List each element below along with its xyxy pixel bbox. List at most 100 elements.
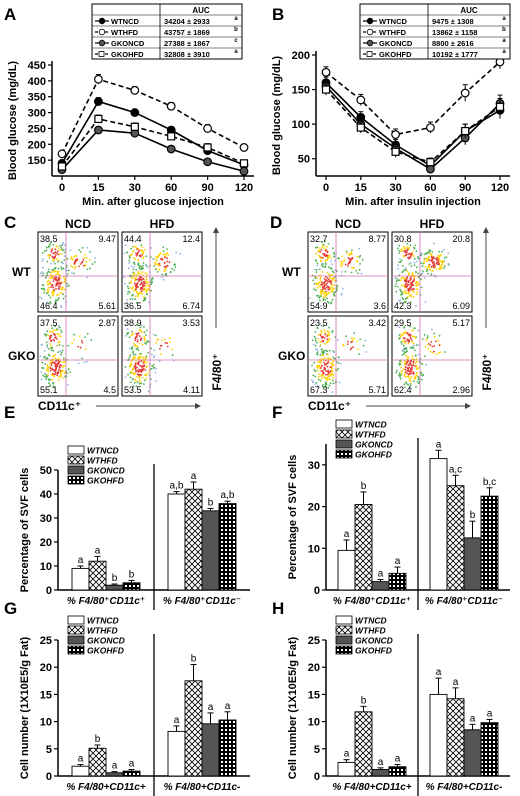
flow-event-dot <box>63 372 66 375</box>
flow-event-dot <box>341 287 344 290</box>
flow-event-dot <box>129 365 132 368</box>
flow-event-dot <box>314 370 317 373</box>
flow-event-dot <box>63 251 66 254</box>
flow-event-dot <box>54 325 57 328</box>
flow-event-dot <box>136 375 139 378</box>
flow-event-dot <box>130 371 133 373</box>
flow-event-dot <box>403 269 406 272</box>
bar-wthfd <box>184 680 203 777</box>
flow-event-dot <box>408 363 411 365</box>
flow-event-dot <box>140 244 143 247</box>
flow-event-dot <box>135 370 137 373</box>
flow-event-dot <box>426 269 429 271</box>
flow-event-dot <box>137 295 140 298</box>
bar-gkoncd <box>105 772 124 777</box>
flow-event-dot <box>357 272 359 275</box>
quadrant-ur-value: 9.47 <box>98 234 116 244</box>
flow-event-dot <box>442 248 445 251</box>
flow-event-dot <box>438 351 441 354</box>
series-line-wthfd <box>61 78 245 155</box>
flow-event-dot <box>322 325 325 328</box>
flow-event-dot <box>63 276 65 279</box>
flow-event-dot <box>140 290 143 292</box>
bar-gkoncd <box>463 537 482 591</box>
y-tick-label: 5 <box>46 744 52 756</box>
flow-event-dot <box>399 299 402 302</box>
flow-event-dot <box>406 332 409 334</box>
data-point-gkohfd <box>495 102 505 111</box>
legend-marker <box>98 17 106 25</box>
flow-event-dot <box>322 297 325 300</box>
y-tick-label: 400 <box>28 76 46 88</box>
flow-event-dot <box>139 339 142 342</box>
flow-event-dot <box>56 250 59 253</box>
flow-event-dot <box>406 246 408 249</box>
flow-event-dot <box>346 252 348 255</box>
flow-event-dot <box>42 374 44 377</box>
flow-event-dot <box>159 252 162 254</box>
flow-event-dot <box>158 268 161 271</box>
flow-event-dot <box>125 335 127 337</box>
flow-event-dot <box>67 368 70 371</box>
flow-event-dot <box>325 286 328 289</box>
flow-event-dot <box>404 340 407 343</box>
flow-event-dot <box>403 351 406 353</box>
flow-event-dot <box>44 373 46 375</box>
flow-event-dot <box>430 341 433 343</box>
flow-event-dot <box>124 282 126 285</box>
flow-event-dot <box>146 329 148 332</box>
flow-event-dot <box>141 293 144 296</box>
bar-wthfd <box>446 485 465 591</box>
flow-event-dot <box>344 270 347 273</box>
flow-event-dot <box>326 376 329 379</box>
flow-event-dot <box>403 245 405 248</box>
y-axis-label: Blood glucose (mg/dL) <box>7 61 19 180</box>
flow-event-dot <box>41 361 44 364</box>
flow-event-dot <box>326 340 329 343</box>
flow-event-dot <box>428 263 431 266</box>
flow-event-dot <box>325 373 327 376</box>
significance-letter: a <box>344 529 350 540</box>
flow-event-dot <box>144 374 146 377</box>
flow-event-dot <box>60 246 62 249</box>
flow-event-dot <box>135 284 138 286</box>
quadrant-ur-value: 5.17 <box>452 318 470 328</box>
flow-event-dot <box>89 250 91 253</box>
bar-wtncd <box>71 567 90 591</box>
flow-event-dot <box>323 284 326 287</box>
flow-event-dot <box>133 272 136 275</box>
flow-event-dot <box>175 251 178 254</box>
flow-event-dot <box>86 246 89 249</box>
flow-event-dot <box>328 330 331 333</box>
quadrant-ul-value: 37.5 <box>40 318 58 328</box>
flow-event-dot <box>318 376 320 378</box>
flow-event-dot <box>400 250 403 253</box>
flow-event-dot <box>408 378 411 381</box>
flow-event-dot <box>129 298 132 301</box>
y-tick-label: 15 <box>308 689 320 701</box>
flow-event-dot <box>137 349 140 352</box>
flow-event-dot <box>410 273 413 276</box>
flow-event-dot <box>132 285 135 288</box>
y-tick-label: 200 <box>292 50 310 62</box>
flow-event-dot <box>43 250 46 253</box>
legend-entry-name: GKOHFD <box>379 50 412 59</box>
flow-event-dot <box>50 349 53 351</box>
flow-event-dot <box>412 255 415 258</box>
significance-letter: b <box>470 510 476 521</box>
flow-event-dot <box>332 376 334 379</box>
legend-entry-name: GKONCD <box>111 39 145 48</box>
data-point-wthfd <box>426 123 435 132</box>
flow-event-dot <box>337 356 340 359</box>
flow-event-dot <box>349 258 352 261</box>
flow-event-dot <box>427 258 430 260</box>
flow-event-dot <box>313 282 316 285</box>
flow-event-dot <box>415 285 418 287</box>
flow-event-dot <box>144 339 147 342</box>
flow-event-dot <box>406 242 409 245</box>
flow-event-dot <box>60 281 63 283</box>
flow-event-dot <box>152 356 155 359</box>
flow-event-dot <box>59 283 61 286</box>
data-point-wthfd <box>391 130 401 139</box>
flow-event-dot <box>323 278 326 280</box>
